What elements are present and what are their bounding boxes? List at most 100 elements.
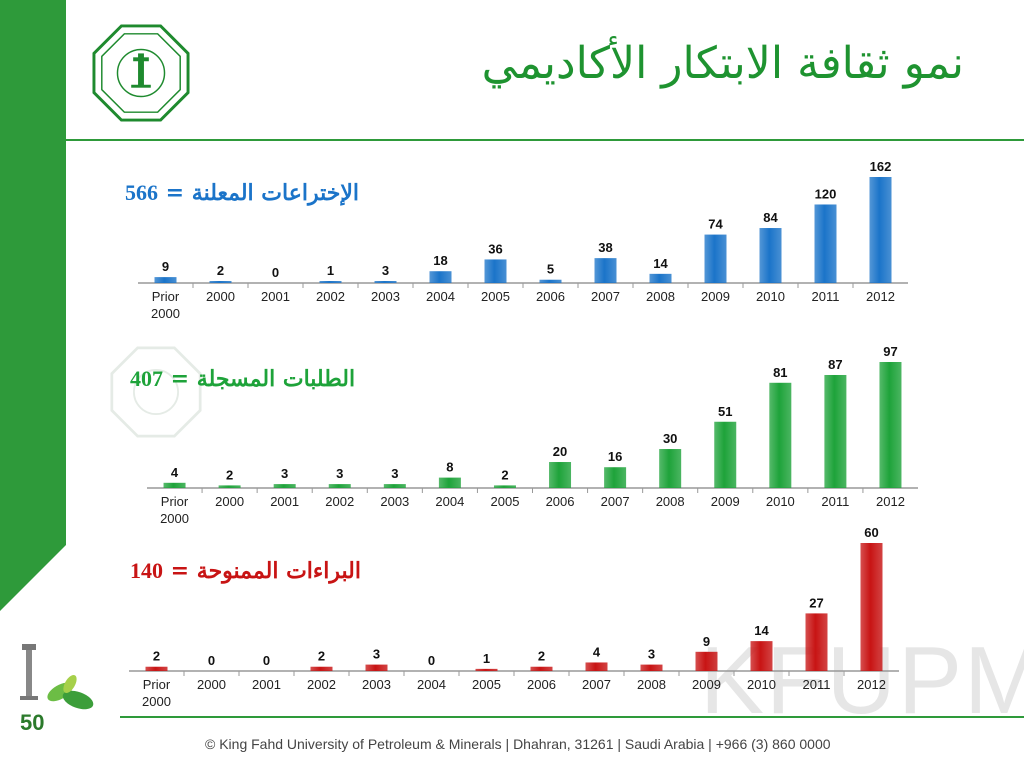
summary-sign: = (170, 558, 190, 584)
anniversary-logo: 50 (20, 644, 94, 735)
data-label: 120 (815, 186, 837, 201)
category-label: 2011 (821, 494, 849, 509)
data-label: 8 (446, 460, 453, 475)
data-label: 97 (883, 344, 897, 359)
watermark-logo (110, 346, 202, 438)
slide-title: نمو ثقافة الابتكار الأكاديمي (481, 38, 964, 89)
data-label: 51 (718, 404, 732, 419)
data-label: 2 (226, 467, 233, 482)
category-label: Prior 2000 (151, 289, 180, 321)
data-label: 2 (217, 263, 224, 278)
category-label: 2002 (325, 494, 354, 509)
bar-2005 (475, 668, 498, 671)
footer-divider (120, 716, 1024, 718)
data-label: 3 (336, 466, 343, 481)
bar-2011 (824, 374, 847, 488)
bar-2007 (604, 467, 627, 488)
data-label: 9 (703, 634, 710, 649)
chart-summary-applications: الطلبات المسجلة = 407 (130, 366, 355, 392)
category-label: 2006 (546, 494, 575, 509)
bar-prior-2000 (154, 277, 177, 283)
data-label: 9 (162, 259, 169, 274)
data-label: 60 (864, 525, 878, 540)
category-label: 2002 (307, 677, 336, 692)
category-label: 2000 (206, 289, 235, 304)
summary-total: 407 (130, 366, 163, 391)
category-label: 2000 (197, 677, 226, 692)
category-label: 2002 (316, 289, 345, 304)
category-label: Prior 2000 (160, 494, 189, 526)
category-label: 2009 (701, 289, 730, 304)
data-label: 14 (653, 256, 668, 271)
summary-label: الطلبات المسجلة (196, 366, 356, 392)
data-label: 30 (663, 431, 677, 446)
bar-2008 (649, 273, 672, 283)
bar-2002 (310, 666, 333, 671)
summary-total: 140 (130, 558, 163, 583)
category-label: 2006 (527, 677, 556, 692)
category-label: 2009 (692, 677, 721, 692)
svg-text:50: 50 (20, 710, 44, 735)
data-label: 27 (809, 595, 823, 610)
bar-2003 (374, 281, 397, 283)
bar-2004 (438, 477, 461, 488)
category-label: 2005 (472, 677, 501, 692)
summary-label: الإختراعات المعلنة (191, 180, 359, 206)
category-label: 2004 (417, 677, 446, 692)
bar-2010 (769, 382, 792, 488)
bar-2011 (814, 204, 837, 283)
applications-bar-chart: 4 Prior 2000 2 2000 3 2001 3 2002 3 2003 8 2004 2 2005… (147, 344, 918, 526)
bar-2001 (273, 484, 296, 488)
bar-2002 (319, 281, 342, 283)
data-label: 162 (870, 159, 892, 174)
bar-2010 (750, 641, 773, 671)
data-label: 2 (501, 467, 508, 482)
category-label: 2003 (362, 677, 391, 692)
category-label: 2007 (582, 677, 611, 692)
category-label: 2010 (756, 289, 785, 304)
header-divider (66, 139, 1024, 141)
data-label: 14 (754, 623, 769, 638)
chart-summary-patents: البراءات الممنوحة = 140 (130, 558, 361, 584)
bar-2012 (879, 362, 902, 488)
category-label: 2007 (601, 494, 630, 509)
category-label: 2003 (380, 494, 409, 509)
category-label: 2011 (803, 677, 831, 692)
data-label: 1 (483, 651, 490, 666)
bar-2006 (549, 462, 572, 488)
footer-copyright: © King Fahd University of Petroleum & Mi… (205, 736, 831, 752)
bar-2009 (714, 421, 737, 488)
bar-2004 (429, 271, 452, 283)
bar-2011 (805, 613, 828, 671)
data-label: 0 (263, 653, 270, 668)
university-logo (92, 24, 190, 122)
category-label: 2004 (426, 289, 455, 304)
data-label: 81 (773, 365, 787, 380)
bar-2005 (484, 259, 507, 283)
category-label: 2005 (491, 494, 520, 509)
bar-2002 (328, 484, 351, 488)
bar-2006 (539, 279, 562, 283)
category-label: 2010 (747, 677, 776, 692)
data-label: 74 (708, 217, 723, 232)
bar-2003 (383, 484, 406, 488)
data-label: 36 (488, 241, 502, 256)
category-label: 2008 (637, 677, 666, 692)
category-label: 2009 (711, 494, 740, 509)
category-label: 2010 (766, 494, 795, 509)
bar-2012 (860, 543, 883, 671)
bar-2005 (493, 485, 516, 488)
data-label: 87 (828, 357, 842, 372)
data-label: 0 (428, 653, 435, 668)
bar-2000 (209, 281, 232, 283)
summary-total: 566 (125, 180, 158, 205)
category-label: 2005 (481, 289, 510, 304)
data-label: 84 (763, 210, 778, 225)
data-label: 3 (391, 466, 398, 481)
data-label: 18 (433, 253, 447, 268)
data-label: 4 (593, 644, 601, 659)
bar-2009 (695, 651, 718, 671)
side-accent-bar (0, 0, 66, 545)
data-label: 16 (608, 449, 622, 464)
bar-2009 (704, 234, 727, 283)
